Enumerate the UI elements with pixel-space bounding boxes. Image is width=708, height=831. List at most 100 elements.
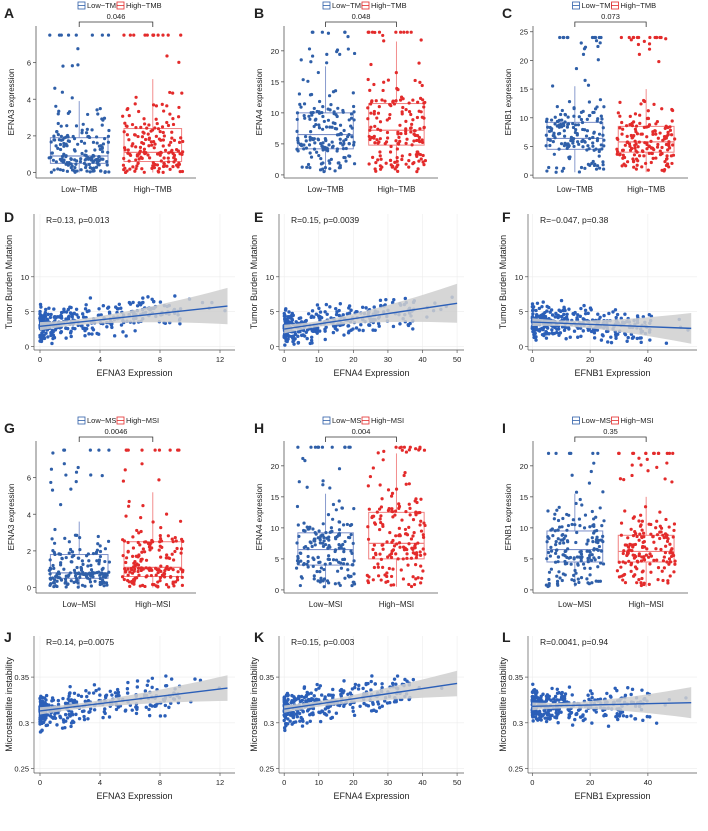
data-point [540,304,544,309]
stat-annotation: R=−0.047, p=0.38 [540,215,609,225]
data-point [88,448,92,452]
data-point [296,136,300,140]
data-point [646,469,650,473]
x-tick-label: High−MSI [135,600,170,609]
data-point [395,542,399,546]
data-point [358,704,362,708]
data-point [545,309,549,313]
data-point [151,103,156,107]
data-point [623,143,627,147]
x-tick-label: 40 [418,778,426,787]
data-point [670,107,674,112]
data-point [563,573,567,577]
data-point [321,114,325,119]
data-point [560,690,564,695]
data-point [378,298,383,303]
data-point [665,157,669,161]
data-point [126,504,131,508]
x-tick-label: 50 [453,778,461,787]
data-point [372,543,376,547]
data-point [83,153,87,157]
data-point [127,159,131,163]
data-point [157,448,162,452]
data-point [150,704,154,708]
data-point [318,541,322,545]
data-point [306,554,310,559]
data-point [574,571,578,575]
data-point [286,712,290,716]
pvalue-bracket [325,436,397,442]
data-point [584,709,589,713]
data-point [343,30,347,34]
data-point [331,90,336,94]
data-point [385,540,389,544]
data-point [372,136,376,140]
data-point [165,104,169,108]
data-point [553,700,557,704]
data-point [114,305,118,309]
data-point [302,113,306,118]
data-point [615,150,620,154]
data-point [590,553,594,557]
x-tick-label: 12 [216,355,224,364]
data-point [563,534,568,538]
data-point [557,314,561,318]
data-point [369,688,373,692]
data-point [545,557,549,561]
data-point [123,468,127,472]
regression-line [532,701,692,708]
data-point [123,121,127,125]
data-point [68,571,72,575]
data-point [66,697,70,701]
data-point [315,150,319,154]
data-point [330,125,334,129]
data-point [647,582,651,586]
data-point [98,107,102,111]
data-point [80,709,85,714]
data-point [68,331,73,335]
data-point [48,714,53,718]
data-point [75,533,79,537]
data-point [411,546,415,551]
data-point [407,582,411,587]
data-point [167,585,171,589]
data-point [56,146,60,150]
data-point [605,691,609,696]
data-point [162,164,166,168]
data-point [180,575,184,579]
stat-annotation: R=0.15, p=0.0039 [291,215,359,225]
data-point [419,38,423,42]
data-point [91,691,96,695]
data-point [301,563,306,567]
data-point [107,560,112,564]
data-point [94,551,98,555]
y-axis-label: Microstatellite instability [4,657,14,752]
data-point [655,145,660,149]
data-point [633,127,638,131]
data-point [141,300,145,305]
data-point [390,681,395,686]
data-point [667,525,671,529]
data-point [390,510,395,514]
data-point [567,685,572,689]
data-point [62,158,66,162]
data-point [649,532,653,536]
data-point [330,140,334,144]
data-point [373,167,377,171]
data-point [565,125,570,129]
data-point [312,147,317,151]
data-point [535,301,540,306]
data-point [671,451,675,456]
data-point [349,574,353,579]
data-point [615,688,619,693]
data-point [413,129,417,133]
data-point [158,714,163,718]
data-point [47,306,51,310]
data-point [112,334,117,338]
data-point [552,331,557,336]
data-point [315,569,319,574]
data-point [407,525,411,529]
data-point [294,720,298,724]
data-point [296,340,301,345]
data-point [78,160,83,164]
